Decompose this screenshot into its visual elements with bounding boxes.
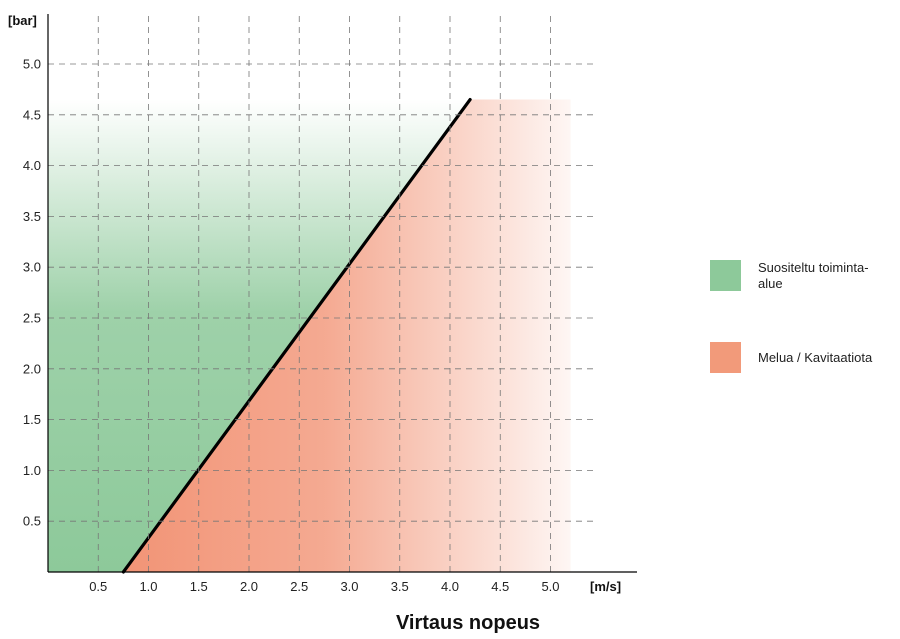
x-tick-label: 2.5	[290, 579, 308, 594]
y-tick-label: 3.5	[23, 209, 41, 224]
x-tick-label: 0.5	[89, 579, 107, 594]
y-tick-label: 2.0	[23, 361, 41, 376]
legend-item-cavitation: Melua / Kavitaatiota	[710, 342, 900, 373]
y-tick-label: 4.0	[23, 158, 41, 173]
y-axis-unit: [bar]	[8, 13, 37, 28]
x-tick-label: 2.0	[240, 579, 258, 594]
y-tick-label: 5.0	[23, 57, 41, 72]
x-axis-unit: [m/s]	[590, 579, 621, 594]
x-tick-label: 1.0	[139, 579, 157, 594]
x-axis-title: Virtaus nopeus	[396, 612, 540, 634]
boundary-line	[121, 97, 472, 574]
legend-label-recommended: Suositeltu toiminta-alue	[758, 260, 869, 291]
x-tick-label: 1.5	[190, 579, 208, 594]
region-recommended	[48, 99, 471, 572]
y-tick-label: 0.5	[23, 514, 41, 529]
region-cavitation	[123, 99, 571, 572]
x-tick-label: 3.0	[340, 579, 358, 594]
legend-swatch-green	[710, 260, 741, 291]
y-tick-label: 1.0	[23, 463, 41, 478]
x-tick-label: 3.5	[391, 579, 409, 594]
y-tick-label: 3.0	[23, 260, 41, 275]
x-tick-label: 4.5	[491, 579, 509, 594]
legend-item-recommended: Suositeltu toiminta-alue	[710, 260, 900, 292]
x-tick-label: 4.0	[441, 579, 459, 594]
legend-swatch-orange	[710, 342, 741, 373]
y-tick-label: 4.5	[23, 107, 41, 122]
x-tick-label: 5.0	[541, 579, 559, 594]
y-tick-label: 2.5	[23, 311, 41, 326]
legend-label-cavitation: Melua / Kavitaatiota	[758, 350, 873, 365]
y-tick-label: 1.5	[23, 412, 41, 427]
